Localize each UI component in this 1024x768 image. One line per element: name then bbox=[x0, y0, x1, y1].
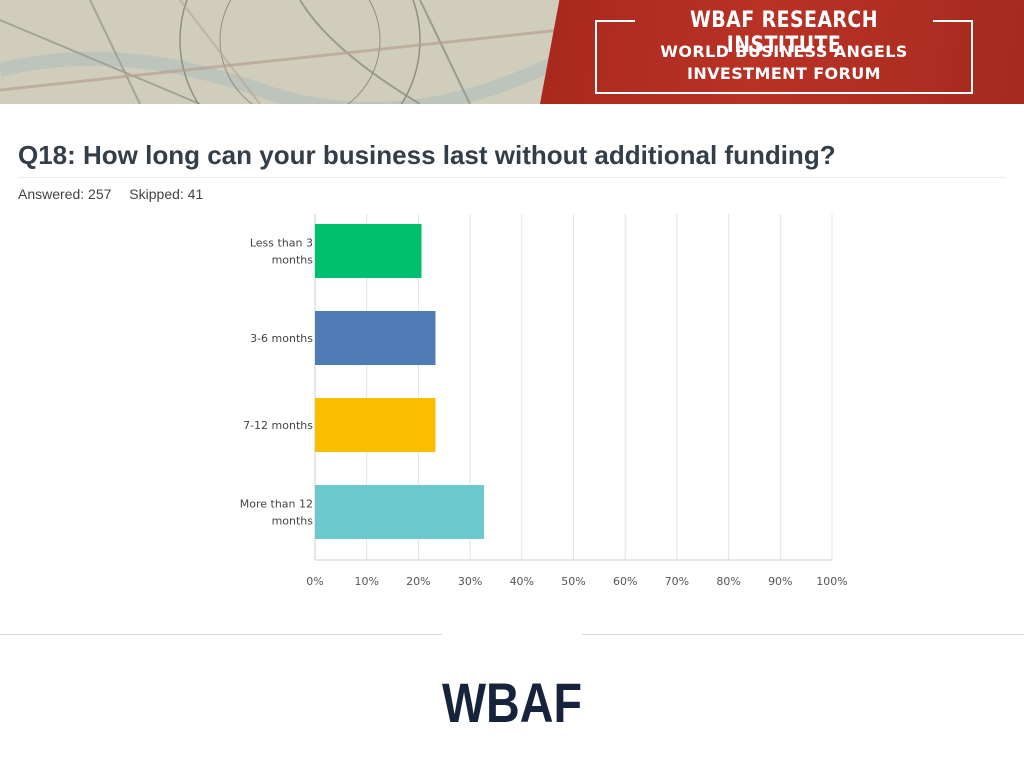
category-label: months bbox=[272, 254, 314, 267]
wbaf-logo: WBAF bbox=[442, 676, 582, 728]
x-tick-label: 30% bbox=[458, 575, 482, 588]
category-label: Less than 3 bbox=[250, 237, 313, 250]
bar bbox=[315, 224, 422, 278]
x-tick-label: 10% bbox=[354, 575, 378, 588]
x-tick-label: 90% bbox=[768, 575, 792, 588]
logo-text: WBAF bbox=[442, 676, 582, 728]
x-tick-label: 80% bbox=[716, 575, 740, 588]
forum-name-line2: INVESTMENT FORUM bbox=[687, 64, 881, 83]
x-tick-label: 20% bbox=[406, 575, 430, 588]
title-divider bbox=[18, 177, 1006, 178]
map-image bbox=[0, 0, 560, 104]
response-stats: Answered: 257 Skipped: 41 bbox=[18, 186, 217, 202]
bar bbox=[315, 398, 436, 452]
category-label: More than 12 bbox=[240, 498, 313, 511]
institute-title: WBAF RESEARCH INSTITUTE bbox=[689, 8, 879, 58]
answered-count: Answered: 257 bbox=[18, 186, 112, 202]
x-tick-label: 100% bbox=[816, 575, 847, 588]
banner-red-panel bbox=[540, 0, 1024, 104]
x-tick-label: 70% bbox=[665, 575, 689, 588]
bar-chart: 0% 10% 20% 30% 40% 50% 60% 70% 80% 90% 100% Less th… bbox=[240, 214, 848, 588]
skipped-count: Skipped: 41 bbox=[129, 186, 204, 202]
x-tick-label: 50% bbox=[561, 575, 585, 588]
footer-divider-left bbox=[0, 634, 442, 635]
x-tick-label: 60% bbox=[613, 575, 637, 588]
category-label: 3-6 months bbox=[250, 332, 313, 345]
x-tick-label: 40% bbox=[510, 575, 534, 588]
footer-divider-right bbox=[582, 634, 1024, 635]
category-label: months bbox=[272, 515, 314, 528]
header-banner: WBAF RESEARCH INSTITUTE WORLD BUSINESS A… bbox=[0, 0, 1024, 104]
banner-frame bbox=[595, 20, 973, 94]
category-label: 7-12 months bbox=[243, 419, 313, 432]
forum-name-line1: WORLD BUSINESS ANGELS bbox=[660, 42, 908, 61]
bar bbox=[315, 311, 436, 365]
bar bbox=[315, 485, 485, 539]
question-title: Q18: How long can your business last wit… bbox=[18, 140, 836, 170]
x-tick-label: 0% bbox=[306, 575, 323, 588]
